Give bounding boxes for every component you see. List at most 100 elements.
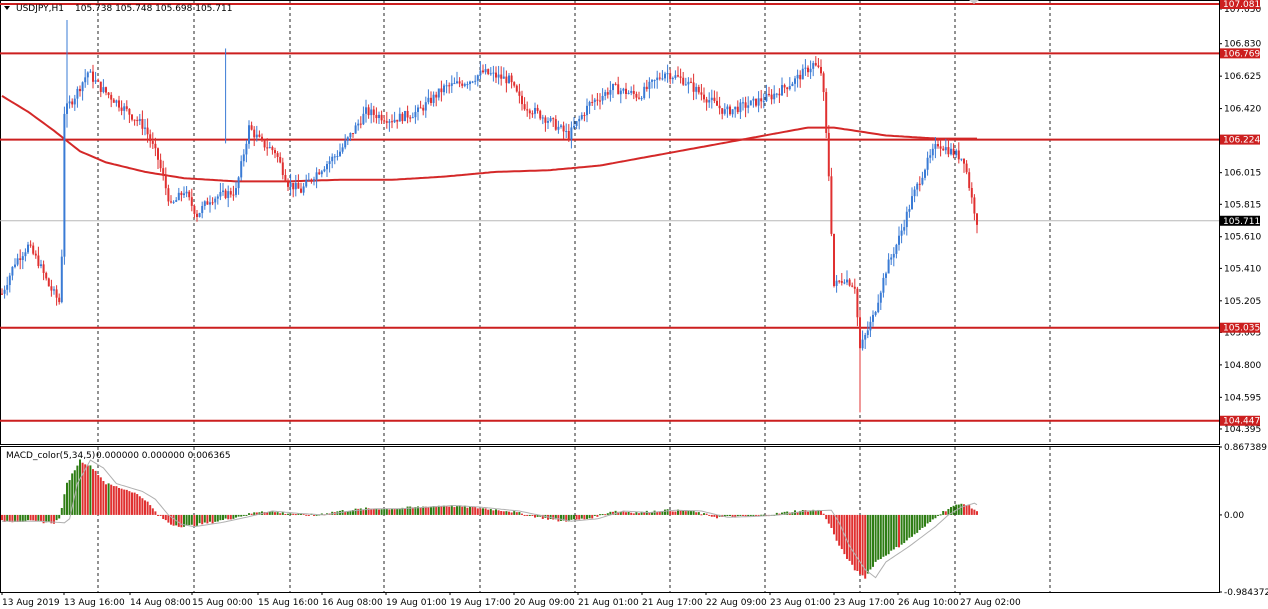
- macd-bar: [27, 514, 29, 521]
- macd-bar: [432, 506, 435, 515]
- candle-body: [471, 81, 474, 83]
- candle-body: [19, 258, 22, 260]
- macd-bar: [125, 489, 128, 515]
- candle-body: [159, 159, 162, 169]
- macd-bar: [755, 514, 757, 516]
- macd-y-tick-label: -0.984372: [1224, 588, 1268, 598]
- macd-bar: [8, 514, 11, 522]
- macd-bar: [612, 511, 614, 515]
- level-tag-label: 104.447: [1223, 417, 1260, 427]
- candle-body: [73, 98, 76, 105]
- macd-bar: [482, 508, 484, 515]
- macd-bar: [895, 514, 898, 548]
- candle-body: [11, 266, 14, 276]
- macd-bar: [466, 507, 469, 515]
- candle-body: [872, 314, 874, 322]
- x-tick-label: 14 Aug 08:00: [130, 598, 191, 608]
- macd-bar: [890, 514, 893, 551]
- candle-body: [99, 81, 102, 92]
- candle-body: [443, 85, 445, 93]
- candle-body: [723, 109, 726, 114]
- macd-bar: [523, 514, 526, 516]
- candle-body: [838, 280, 841, 282]
- candle-body: [154, 143, 157, 149]
- candle-body: [635, 93, 638, 98]
- price-levels[interactable]: [0, 3, 1219, 422]
- candle-body: [960, 158, 963, 160]
- candle-body: [799, 74, 802, 80]
- symbol-dropdown-icon[interactable]: [4, 6, 10, 10]
- candle-body: [531, 113, 534, 115]
- macd-bar: [391, 508, 393, 515]
- candle-body: [664, 73, 666, 79]
- shift-marker-icon[interactable]: [969, 0, 979, 4]
- macd-bar: [68, 480, 71, 515]
- macd-bar: [430, 506, 432, 515]
- candle-body: [141, 118, 144, 129]
- macd-bar: [157, 514, 159, 516]
- y-tick-label: 106.015: [1224, 169, 1261, 179]
- macd-bar: [133, 492, 136, 515]
- candle-body: [640, 98, 643, 100]
- macd-bar: [50, 514, 53, 524]
- candle-body: [42, 264, 45, 273]
- candle-body: [523, 104, 526, 110]
- candle-body: [393, 119, 396, 123]
- macd-bar: [830, 514, 833, 528]
- macd-bar: [596, 514, 599, 517]
- candle-body: [370, 109, 373, 116]
- candle-body: [6, 285, 9, 290]
- candle-body: [157, 148, 159, 160]
- macd-bar: [84, 464, 87, 515]
- macd-bar: [86, 465, 89, 515]
- macd-bar: [393, 509, 396, 515]
- macd-bar: [89, 465, 92, 515]
- macd-bar: [814, 510, 817, 515]
- macd-bar: [385, 508, 388, 515]
- macd-bar: [66, 482, 68, 515]
- macd-bar: [747, 514, 750, 517]
- macd-bar: [588, 514, 591, 519]
- candle-body: [521, 95, 523, 105]
- candle-body: [812, 63, 815, 69]
- candle-body: [814, 63, 817, 66]
- candle-body: [40, 264, 42, 267]
- candle-body: [916, 183, 919, 190]
- candle-body: [214, 198, 217, 203]
- candle-body: [203, 201, 206, 206]
- candle-body: [102, 87, 105, 92]
- moving-average: [1, 95, 977, 183]
- candle-body: [942, 148, 945, 151]
- macd-bar: [552, 514, 555, 520]
- macd-bar: [939, 514, 942, 516]
- macd-bar: [21, 514, 24, 522]
- macd-bar: [892, 514, 895, 550]
- candle-body: [851, 285, 854, 287]
- macd-bar: [14, 514, 16, 522]
- macd-bar: [669, 510, 672, 515]
- candle-body: [287, 181, 289, 187]
- macd-bar: [99, 477, 102, 515]
- macd-bar: [79, 459, 81, 515]
- macd-bar: [957, 504, 960, 515]
- macd-bar: [619, 511, 622, 515]
- macd-bar: [812, 509, 815, 515]
- macd-bar: [263, 511, 266, 515]
- candle-body: [601, 95, 604, 101]
- candle-body: [825, 92, 828, 133]
- macd-bar: [950, 507, 952, 515]
- candle-body: [21, 256, 24, 260]
- candle-body: [497, 74, 500, 78]
- macd-bar: [911, 514, 913, 537]
- candle-body: [385, 121, 388, 123]
- candle-body: [734, 106, 737, 110]
- candle-body: [235, 188, 237, 195]
- candle-body: [742, 102, 744, 104]
- macd-bar: [973, 509, 976, 515]
- candle-body: [357, 123, 360, 126]
- x-tick-label: 22 Aug 09:00: [706, 598, 767, 608]
- macd-bar: [625, 512, 627, 515]
- candle-body: [747, 105, 750, 108]
- x-tick-label: 23 Aug 01:00: [770, 598, 831, 608]
